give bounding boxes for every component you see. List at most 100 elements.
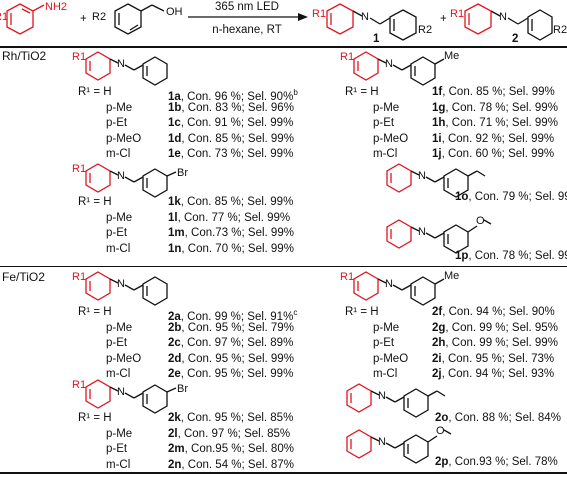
substituent-label: p-Et [106, 227, 128, 239]
compound-result: 1e, Con. 73 %; Sel. 99% [168, 148, 293, 161]
aniline-structure: R1 NH2 [0, 1, 67, 35]
conversion-selectivity: , Con. 97 %; Sel. 85% [177, 427, 291, 440]
compound-id: 2j [432, 368, 442, 380]
compound-result: 2j, Con. 94 %; Sel. 93% [432, 368, 554, 381]
compound-id: 1d [168, 132, 182, 145]
compound-id: 1f [432, 86, 443, 98]
compound-id: 2k [168, 412, 181, 424]
svg-text:Br: Br [177, 383, 188, 395]
conversion-selectivity: , Con. 71 %; Sel. 99% [445, 117, 558, 129]
amine-structure-2k: R1 N Br [72, 379, 188, 414]
substituent-label: p-Me [106, 211, 133, 224]
compound-id: 2e [168, 368, 181, 380]
compound-result: 2a, Con. 99 %; Sel. 91%c [168, 306, 297, 324]
compound-result: 2g, Con. 99 %; Sel. 95% [432, 322, 558, 335]
compound-id: 2h [432, 337, 446, 349]
r1-label: R1 [0, 11, 8, 23]
conversion-selectivity: , Con. 99 %; Sel. 99% [445, 337, 558, 349]
compound-result: 2e, Con. 95 %; Sel. 99% [168, 368, 293, 381]
compound-id: 1b [168, 101, 182, 114]
substituent-label: p-MeO [106, 352, 142, 365]
svg-text:R1: R1 [340, 51, 354, 63]
product1-number: 1 [373, 33, 380, 45]
compound-id: 1p [455, 250, 469, 262]
compound-result: 2l, Con. 97 %; Sel. 85% [168, 428, 290, 441]
compound-id: 2a [168, 310, 181, 323]
compound-id: 2l [168, 427, 178, 440]
footnote-mark: c [293, 308, 298, 317]
compound-result: 1b, Con. 83 %; Sel. 96% [168, 102, 294, 115]
compound-id: 1h [432, 117, 446, 129]
compound-result: 1g, Con. 78 %; Sel. 99% [432, 102, 558, 115]
conversion-selectivity: , Con. 85 %; Sel. 99% [181, 132, 294, 145]
imine-structure-1f: R1 N Me [340, 50, 459, 86]
substituent-label: m-Cl [106, 368, 131, 380]
compound-id: 1l [168, 211, 178, 224]
compound-result: 2f, Con. 94 %; Sel. 90% [432, 306, 555, 319]
svg-text:R1: R1 [72, 271, 86, 283]
conversion-selectivity: , Con. 85 %; Sel. 99% [442, 86, 555, 98]
compound-result: 1a, Con. 96 %; Sel. 90%b [168, 86, 298, 104]
conversion-selectivity: , Con. 77 %; Sel. 99% [177, 211, 291, 224]
compound-result: 1l, Con. 77 %; Sel. 99% [168, 212, 290, 225]
compound-id: 1a [168, 90, 181, 103]
conversion-selectivity: , Con. 96 %; Sel. 90% [180, 90, 294, 103]
conversion-selectivity: , Con.93 %; Sel. 78% [448, 456, 558, 468]
conversion-selectivity: , Con. 73 %; Sel. 99% [180, 148, 294, 160]
conversion-selectivity: , Con.95 %; Sel. 80% [184, 443, 294, 455]
compound-id: 1k [168, 196, 181, 208]
compound-result: 2h, Con. 99 %; Sel. 99% [432, 337, 558, 350]
rule-middle [0, 266, 567, 267]
imine-structure-1p: N O [386, 215, 492, 254]
substituent-label: R¹ = H [78, 412, 112, 424]
compound-id: 1i [432, 132, 442, 145]
svg-text:N: N [378, 390, 386, 402]
svg-text:O: O [476, 215, 485, 227]
svg-text:N: N [378, 436, 386, 448]
conversion-selectivity: , Con. 70 %; Sel. 99% [181, 242, 294, 255]
compound-result: 1d, Con. 85 %; Sel. 99% [168, 133, 294, 146]
substituent-label: p-Me [106, 427, 133, 440]
compound-id: 2n [168, 458, 182, 471]
compound-result: 2c, Con. 97 %; Sel. 89% [168, 337, 293, 350]
compound-result: 2n, Con. 54 %; Sel. 87% [168, 459, 294, 472]
compound-id: 2p [435, 456, 449, 468]
imine-product-structure: R1 N R2 [312, 3, 432, 41]
compound-result: 2o, Con. 88 %; Sel. 84% [435, 412, 561, 425]
conversion-selectivity: , Con. 79 %; Sel. 99% [468, 191, 567, 203]
substituent-label: p-MeO [373, 132, 409, 145]
substituent-label: R¹ = H [78, 306, 112, 318]
substituent-label: m-Cl [106, 458, 131, 471]
substituent-label: R¹ = H [345, 306, 379, 318]
substituent-label: p-MeO [373, 352, 409, 365]
svg-text:N: N [385, 278, 393, 290]
amine-structure-2o: N [346, 383, 446, 418]
compound-result: 1h, Con. 71 %; Sel. 99% [432, 117, 558, 130]
r2-label: R2 [92, 11, 106, 23]
rule-top [0, 46, 567, 48]
compound-id: 2i [432, 352, 442, 365]
oh-label: OH [166, 6, 183, 18]
product2-number: 2 [512, 33, 519, 45]
catalyst-label-rh: Rh/TiO2 [2, 49, 47, 63]
compound-result: 2m, Con.95 %; Sel. 80% [168, 443, 294, 456]
conversion-selectivity: , Con. 94 %; Sel. 93% [441, 368, 555, 380]
conversion-selectivity: , Con. 95 %; Sel. 85% [180, 412, 294, 424]
substituent-label: p-Me [106, 321, 133, 334]
conversion-selectivity: , Con. 60 %; Sel. 99% [441, 148, 555, 160]
substituent-label: p-Et [373, 337, 395, 349]
conversion-selectivity: , Con. 94 %; Sel. 90% [442, 306, 555, 318]
compound-id: 2g [432, 321, 446, 334]
conversion-selectivity: , Con. 83 %; Sel. 96% [181, 101, 294, 114]
substituent-label: p-Et [106, 117, 128, 129]
amine-structure-2f: R1 N Me [340, 270, 459, 306]
amine-structure-2p: N O [346, 425, 452, 464]
compound-result: 1m, Con.73 %; Sel. 99% [168, 227, 294, 240]
svg-text:R1: R1 [72, 163, 86, 175]
svg-text:N: N [361, 11, 369, 23]
compound-id: 1e [168, 148, 181, 160]
footnote-mark: b [293, 88, 298, 97]
compound-result: 1o, Con. 79 %; Sel. 99% [455, 191, 567, 204]
reaction-arrow [188, 13, 308, 21]
svg-text:R1: R1 [72, 51, 86, 63]
